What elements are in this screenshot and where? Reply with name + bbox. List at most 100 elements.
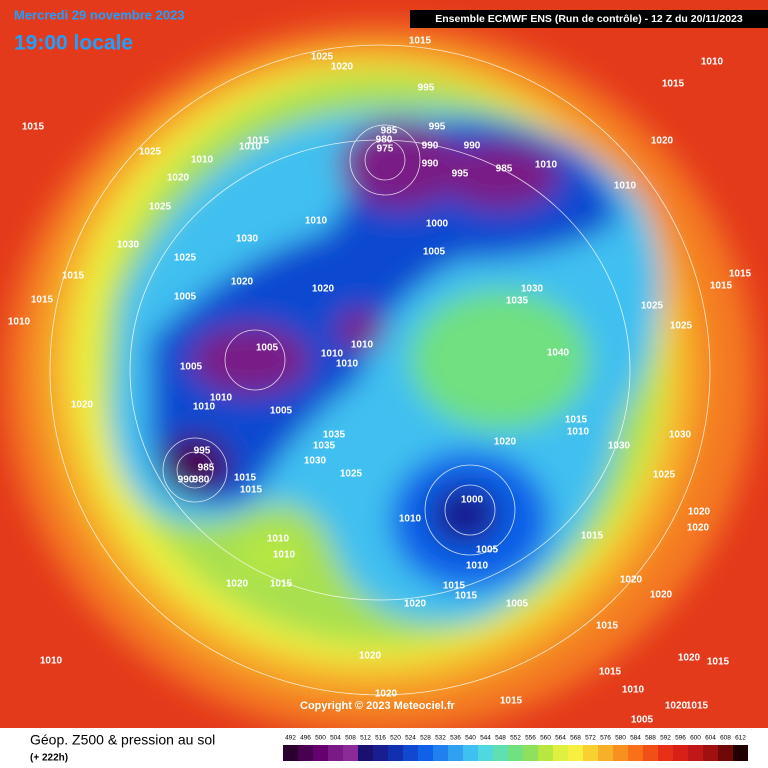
isobar-label: 1005 (180, 362, 203, 373)
colorbar-swatch (433, 745, 448, 761)
footer-lead: (+ 222h) (30, 753, 68, 764)
colorbar-label: 512 (360, 735, 371, 742)
isobar-label: 1010 (622, 685, 645, 696)
colorbar-swatch (628, 745, 643, 761)
isobar-label: 1005 (476, 545, 499, 556)
isobar-label: 1000 (426, 219, 449, 230)
isobar-label: 1020 (312, 284, 335, 295)
isobar-label: 1020 (404, 599, 427, 610)
isobar-label: 1005 (631, 715, 654, 726)
isobar-label: 1025 (340, 469, 363, 480)
isobar-label: 1015 (565, 415, 588, 426)
isobar-label: 1030 (669, 430, 692, 441)
colorbar-swatch (448, 745, 463, 761)
isobar-label: 1030 (236, 234, 259, 245)
colorbar-swatch (328, 745, 343, 761)
isobar-label: 1015 (500, 696, 523, 707)
colorbar-swatch (733, 745, 748, 761)
isobar-label: 1020 (650, 590, 673, 601)
isobar-label: 1015 (22, 122, 45, 133)
isobar-label: 1010 (351, 340, 374, 351)
isobar-label: 1015 (455, 591, 478, 602)
isobar-label: 1015 (662, 79, 685, 90)
isobar-label: 1020 (331, 62, 354, 73)
isobar-label: 1030 (521, 284, 544, 295)
colorbar-label: 524 (405, 735, 416, 742)
colorbar-swatch (388, 745, 403, 761)
isobar-label: 1020 (71, 400, 94, 411)
isobar-label: 1025 (149, 202, 172, 213)
isobar-label: 990 (178, 475, 195, 486)
isobar-label: 1010 (336, 359, 359, 370)
colorbar-swatch (538, 745, 553, 761)
colorbar-label: 516 (375, 735, 386, 742)
isobar-label: 995 (452, 169, 469, 180)
isobar-label: 1010 (273, 550, 296, 561)
colorbar-label: 492 (285, 735, 296, 742)
isobar-label: 1010 (614, 181, 637, 192)
isobar-label: 1020 (687, 523, 710, 534)
colorbar-swatch (493, 745, 508, 761)
colorbar-label: 612 (735, 735, 746, 742)
isobar-label: 1005 (270, 406, 293, 417)
colorbar-label: 500 (315, 735, 326, 742)
colorbar-label: 536 (450, 735, 461, 742)
colorbar-label: 520 (390, 735, 401, 742)
isobar-label: 1020 (678, 653, 701, 664)
isobar-label: 1020 (665, 701, 688, 712)
colorbar-swatch (403, 745, 418, 761)
isobar-label: 1015 (31, 295, 54, 306)
colorbar-label: 592 (660, 735, 671, 742)
isobar-label: 1020 (226, 579, 249, 590)
isobar-label: 1020 (494, 437, 517, 448)
isobar-label: 1010 (8, 317, 31, 328)
colorbar-swatch (463, 745, 478, 761)
isobar-label: 1005 (256, 343, 279, 354)
colorbar-swatch (373, 745, 388, 761)
isobar-label: 1005 (423, 247, 446, 258)
isobar-label: 1015 (240, 485, 263, 496)
isobar-label: 1040 (547, 348, 570, 359)
isobar-label: 1010 (305, 216, 328, 227)
run-info: Ensemble ECMWF ENS (Run de contrôle) - 1… (435, 13, 743, 25)
isobar-label: 1010 (40, 656, 63, 667)
colorbar-swatch (568, 745, 583, 761)
isobar-label: 1005 (506, 599, 529, 610)
colorbar-swatch (508, 745, 523, 761)
isobar-label: 1010 (567, 427, 590, 438)
colorbar-label: 604 (705, 735, 716, 742)
colorbar-label: 552 (510, 735, 521, 742)
isobar-label: 1035 (506, 296, 529, 307)
colorbar-swatch (718, 745, 733, 761)
isobar-label: 980 (193, 475, 210, 486)
colorbar-label: 528 (420, 735, 431, 742)
isobar-label: 990 (464, 141, 481, 152)
isobar-label: 1025 (670, 321, 693, 332)
isobar-label: 1010 (321, 349, 344, 360)
colorbar: 492 496 500 504 508 512 516 520 524 528 532 536 540 5… (283, 735, 748, 761)
isobar-label: 1015 (596, 621, 619, 632)
colorbar-label: 564 (555, 735, 566, 742)
isobar-label: 990 (422, 141, 439, 152)
isobar-label: 1010 (267, 534, 290, 545)
date: Mercredi 29 novembre 2023 (14, 7, 185, 22)
colorbar-swatch (298, 745, 313, 761)
isobar-label: 995 (429, 122, 446, 133)
isobar-label: 1010 (193, 402, 216, 413)
isobar-label: 1010 (466, 561, 489, 572)
colorbar-label: 508 (345, 735, 356, 742)
colorbar-label: 568 (570, 735, 581, 742)
time: 19:00 locale (14, 32, 133, 55)
colorbar-swatch (313, 745, 328, 761)
isobar-label: 1020 (620, 575, 643, 586)
isobar-label: 1010 (239, 142, 262, 153)
isobar-label: 1035 (313, 441, 336, 452)
colorbar-label: 540 (465, 735, 476, 742)
colorbar-label: 532 (435, 735, 446, 742)
isobar-label: 1015 (234, 473, 257, 484)
colorbar-label: 596 (675, 735, 686, 742)
isobar-label: 1025 (653, 470, 676, 481)
isobar-label: 1010 (701, 57, 724, 68)
